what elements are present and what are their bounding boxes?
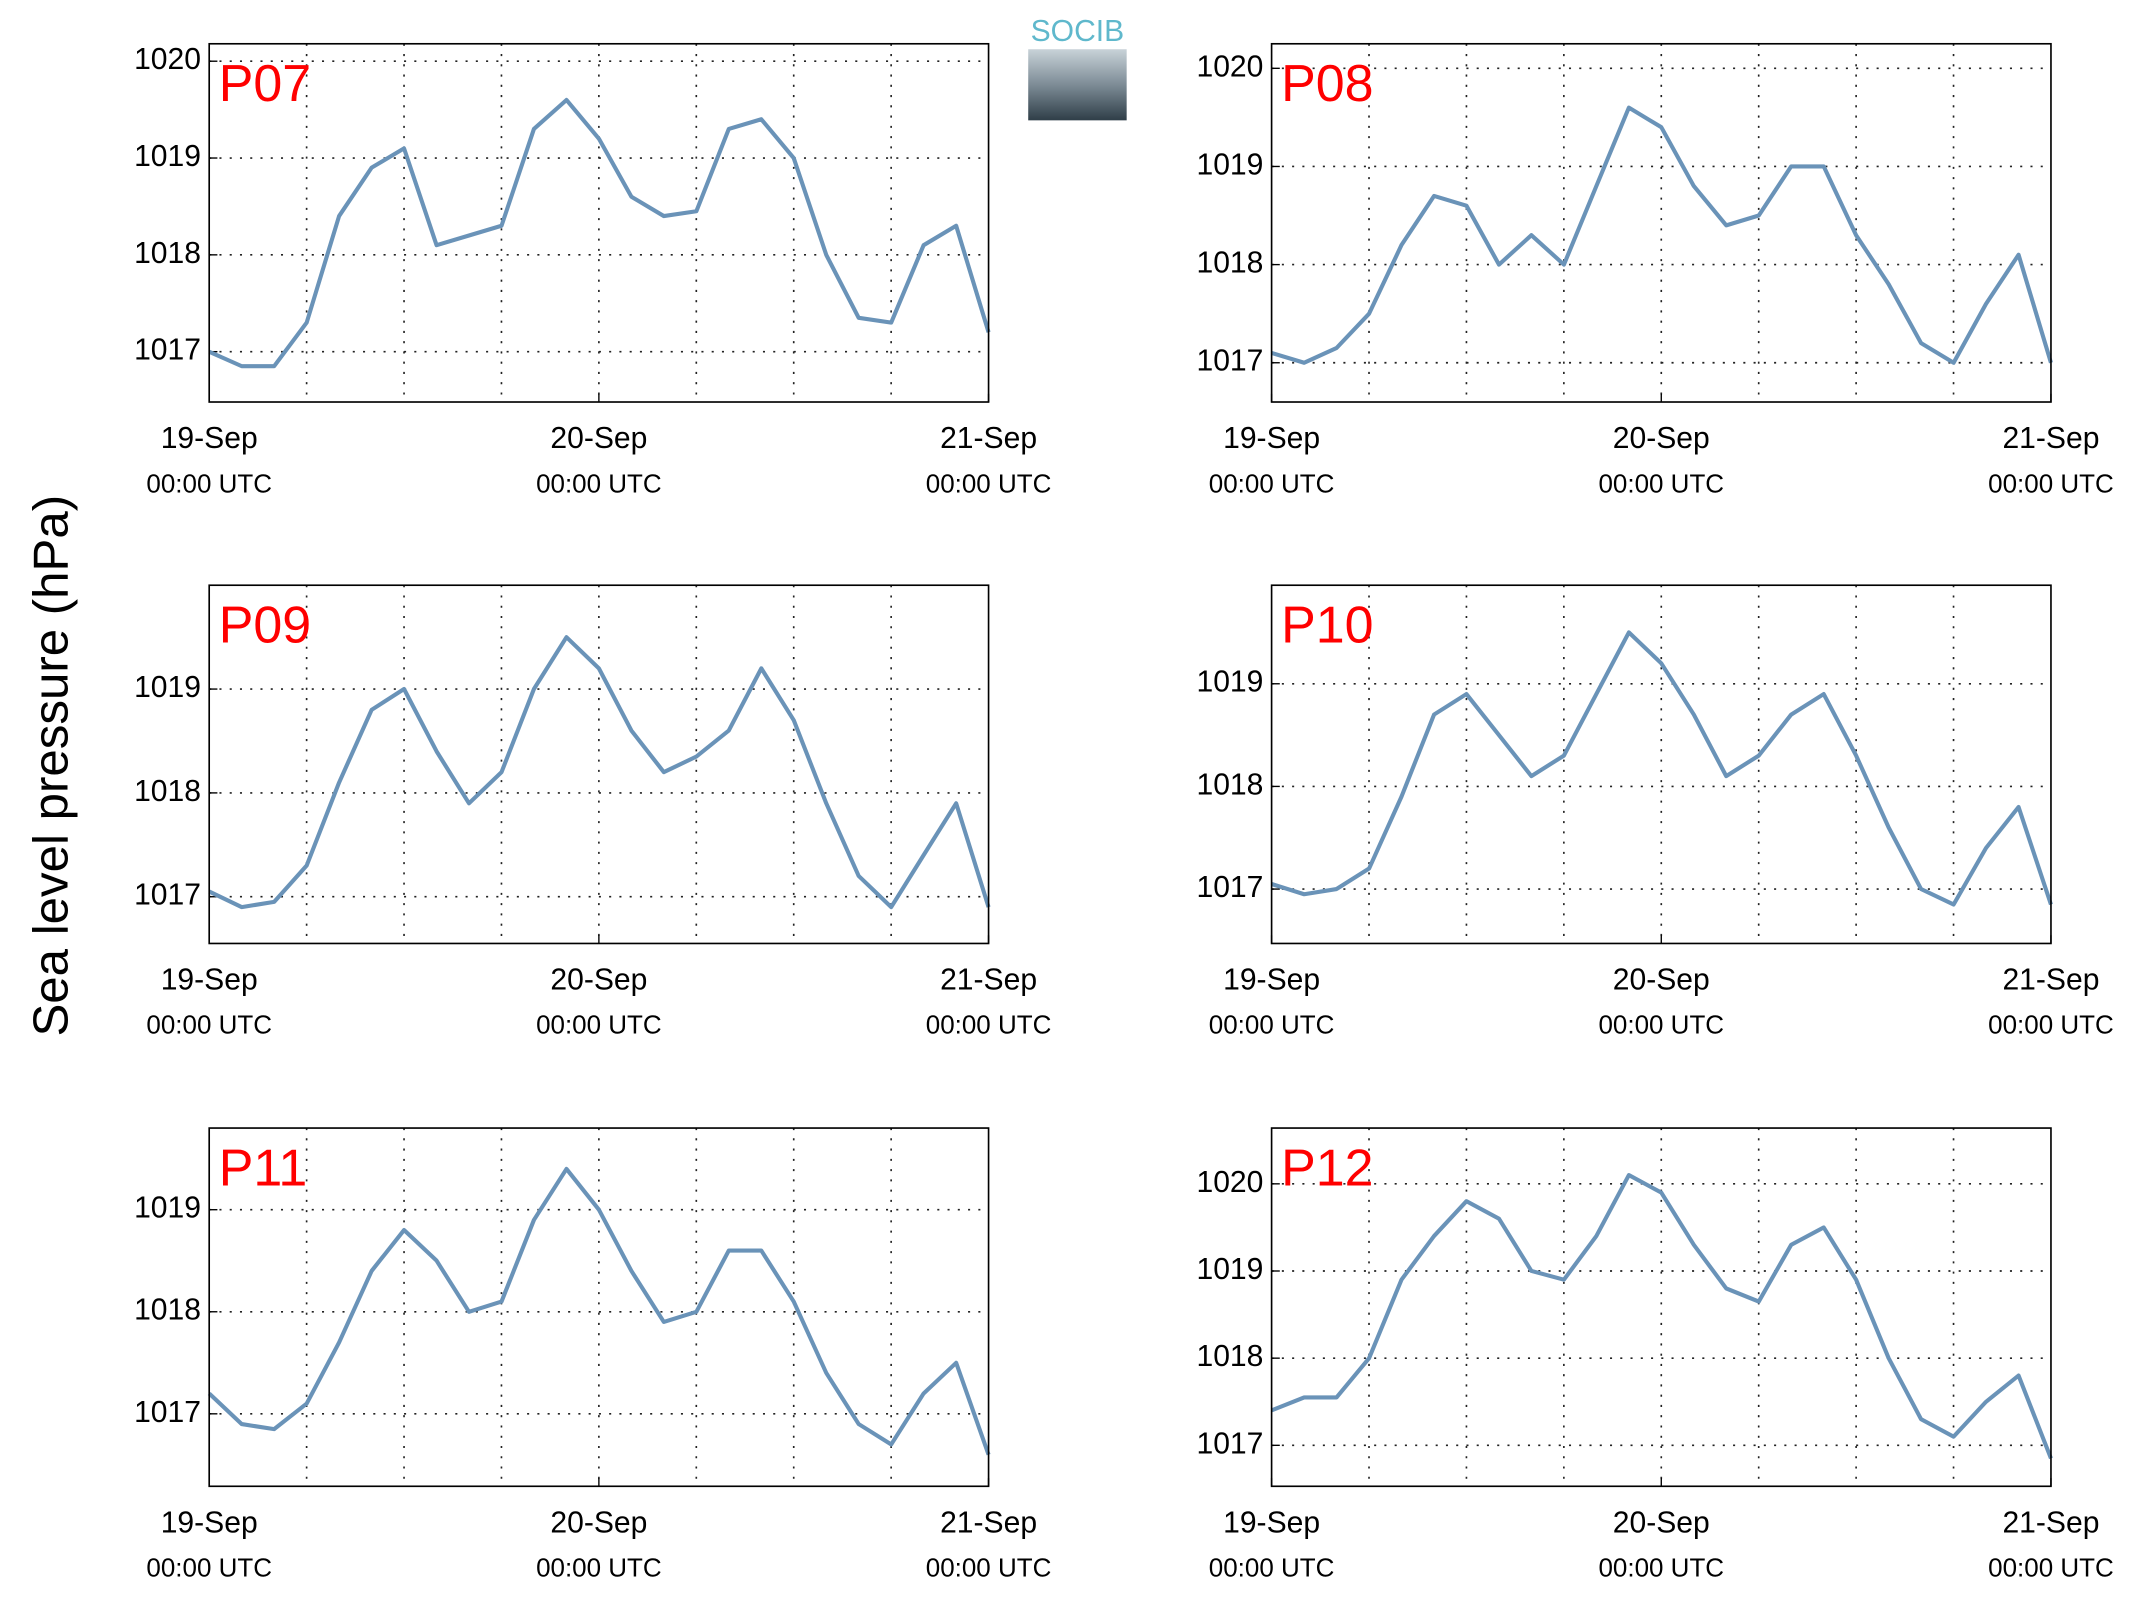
y-tick-label: 1019 (134, 671, 201, 704)
x-tick-sublabel: 00:00 UTC (1988, 468, 2114, 498)
x-tick-label: 19-Sep (1223, 1507, 1320, 1540)
y-tick-label: 1019 (134, 1192, 201, 1225)
x-tick-sublabel: 00:00 UTC (536, 1010, 662, 1040)
data-line (208, 635, 991, 910)
y-tick-label: 1018 (1196, 768, 1263, 801)
x-tick-label: 21-Sep (2002, 422, 2099, 455)
x-tick-label: 21-Sep (940, 964, 1037, 997)
y-tick-label: 1019 (1196, 1253, 1263, 1286)
x-tick-sublabel: 00:00 UTC (1598, 1010, 1724, 1040)
data-line (208, 97, 991, 369)
x-tick-label: 21-Sep (940, 422, 1037, 455)
y-tick-label: 1020 (1196, 1166, 1263, 1199)
y-tick-label: 1018 (134, 775, 201, 808)
x-tick-label: 20-Sep (1613, 1507, 1710, 1540)
x-tick-sublabel: 00:00 UTC (1598, 468, 1724, 498)
y-tick-label: 1020 (1196, 50, 1263, 83)
data-line (1271, 105, 2053, 365)
y-axis-label: Sea level pressure (hPa) (24, 495, 79, 1037)
x-tick-sublabel: 00:00 UTC (926, 1010, 1052, 1040)
panel-title: P12 (1281, 1139, 1373, 1197)
y-tick-label: 1017 (134, 879, 201, 912)
plot-frame (208, 1127, 990, 1488)
y-tick-label: 1018 (134, 1294, 201, 1327)
x-tick-sublabel: 00:00 UTC (1988, 1010, 2114, 1040)
x-tick-sublabel: 00:00 UTC (926, 468, 1052, 498)
panel-title: P10 (1281, 597, 1373, 655)
panel: 1017 1018 1019 19-Sep 00:00 UTC 20-Sep 00:00 U… (1196, 584, 2114, 1040)
y-tick-label: 1017 (134, 1396, 201, 1429)
x-tick-sublabel: 00:00 UTC (146, 1553, 272, 1583)
y-tick-label: 1019 (1196, 148, 1263, 181)
y-tick-label: 1020 (134, 43, 201, 76)
logo-box (1028, 49, 1127, 121)
panel-title: P07 (219, 55, 311, 113)
y-tick-label: 1018 (1196, 247, 1263, 280)
x-tick-label: 19-Sep (1223, 422, 1320, 455)
y-tick-label: 1018 (1196, 1340, 1263, 1373)
logo: SOCIB (1028, 15, 1127, 121)
plot-frame (1270, 42, 2052, 403)
x-tick-label: 19-Sep (161, 1507, 258, 1540)
y-tick-label: 1017 (134, 334, 201, 367)
x-tick-sublabel: 00:00 UTC (536, 1553, 662, 1583)
plot-frame (208, 584, 990, 945)
x-tick-sublabel: 00:00 UTC (146, 468, 272, 498)
logo-text: SOCIB (1031, 15, 1125, 48)
x-tick-sublabel: 00:00 UTC (536, 468, 662, 498)
x-tick-sublabel: 00:00 UTC (1209, 1553, 1335, 1583)
x-tick-label: 19-Sep (1223, 964, 1320, 997)
x-tick-sublabel: 00:00 UTC (1209, 468, 1335, 498)
panel-title: P09 (219, 597, 311, 655)
panel: 1017 1018 1019 1020 19-Sep 00:00 UTC 20-Sep 00:… (134, 42, 1052, 498)
x-tick-label: 21-Sep (2002, 964, 2099, 997)
x-tick-label: 21-Sep (940, 1507, 1037, 1540)
x-tick-label: 21-Sep (2002, 1507, 2099, 1540)
plot-frame (208, 42, 990, 403)
data-line (1270, 630, 2053, 907)
x-tick-sublabel: 00:00 UTC (1988, 1553, 2114, 1583)
x-tick-label: 20-Sep (1613, 422, 1710, 455)
y-tick-label: 1019 (134, 140, 201, 173)
panel-title: P11 (219, 1139, 308, 1197)
y-tick-label: 1019 (1196, 666, 1263, 699)
x-tick-label: 20-Sep (550, 1507, 647, 1540)
y-tick-label: 1017 (1196, 871, 1263, 904)
panel: 1017 1018 1019 19-Sep 00:00 UTC 20-Sep 00:00 U… (134, 1127, 1052, 1583)
y-tick-label: 1018 (134, 237, 201, 270)
panel: 1017 1018 1019 1020 19-Sep 00:00 UTC 20-Sep 00:… (1196, 42, 2114, 498)
data-line (207, 1166, 991, 1456)
x-tick-sublabel: 00:00 UTC (926, 1553, 1052, 1583)
y-tick-label: 1017 (1196, 345, 1263, 378)
panel-title: P08 (1281, 55, 1373, 113)
x-tick-label: 20-Sep (550, 964, 647, 997)
data-line (1270, 1173, 2053, 1460)
x-tick-sublabel: 00:00 UTC (146, 1010, 272, 1040)
plot-frame (1270, 584, 2052, 945)
x-tick-sublabel: 00:00 UTC (1598, 1553, 1724, 1583)
x-tick-label: 20-Sep (550, 422, 647, 455)
panel: 1017 1018 1019 1020 19-Sep 00:00 UTC 20-Sep 00:… (1196, 1127, 2114, 1583)
x-tick-label: 19-Sep (161, 964, 258, 997)
x-tick-label: 19-Sep (161, 422, 258, 455)
plot-frame (1270, 1127, 2052, 1488)
y-tick-label: 1017 (1196, 1427, 1263, 1460)
panel: 1017 1018 1019 19-Sep 00:00 UTC 20-Sep 00:00 U… (134, 584, 1052, 1040)
x-tick-sublabel: 00:00 UTC (1209, 1010, 1335, 1040)
x-tick-label: 20-Sep (1613, 964, 1710, 997)
